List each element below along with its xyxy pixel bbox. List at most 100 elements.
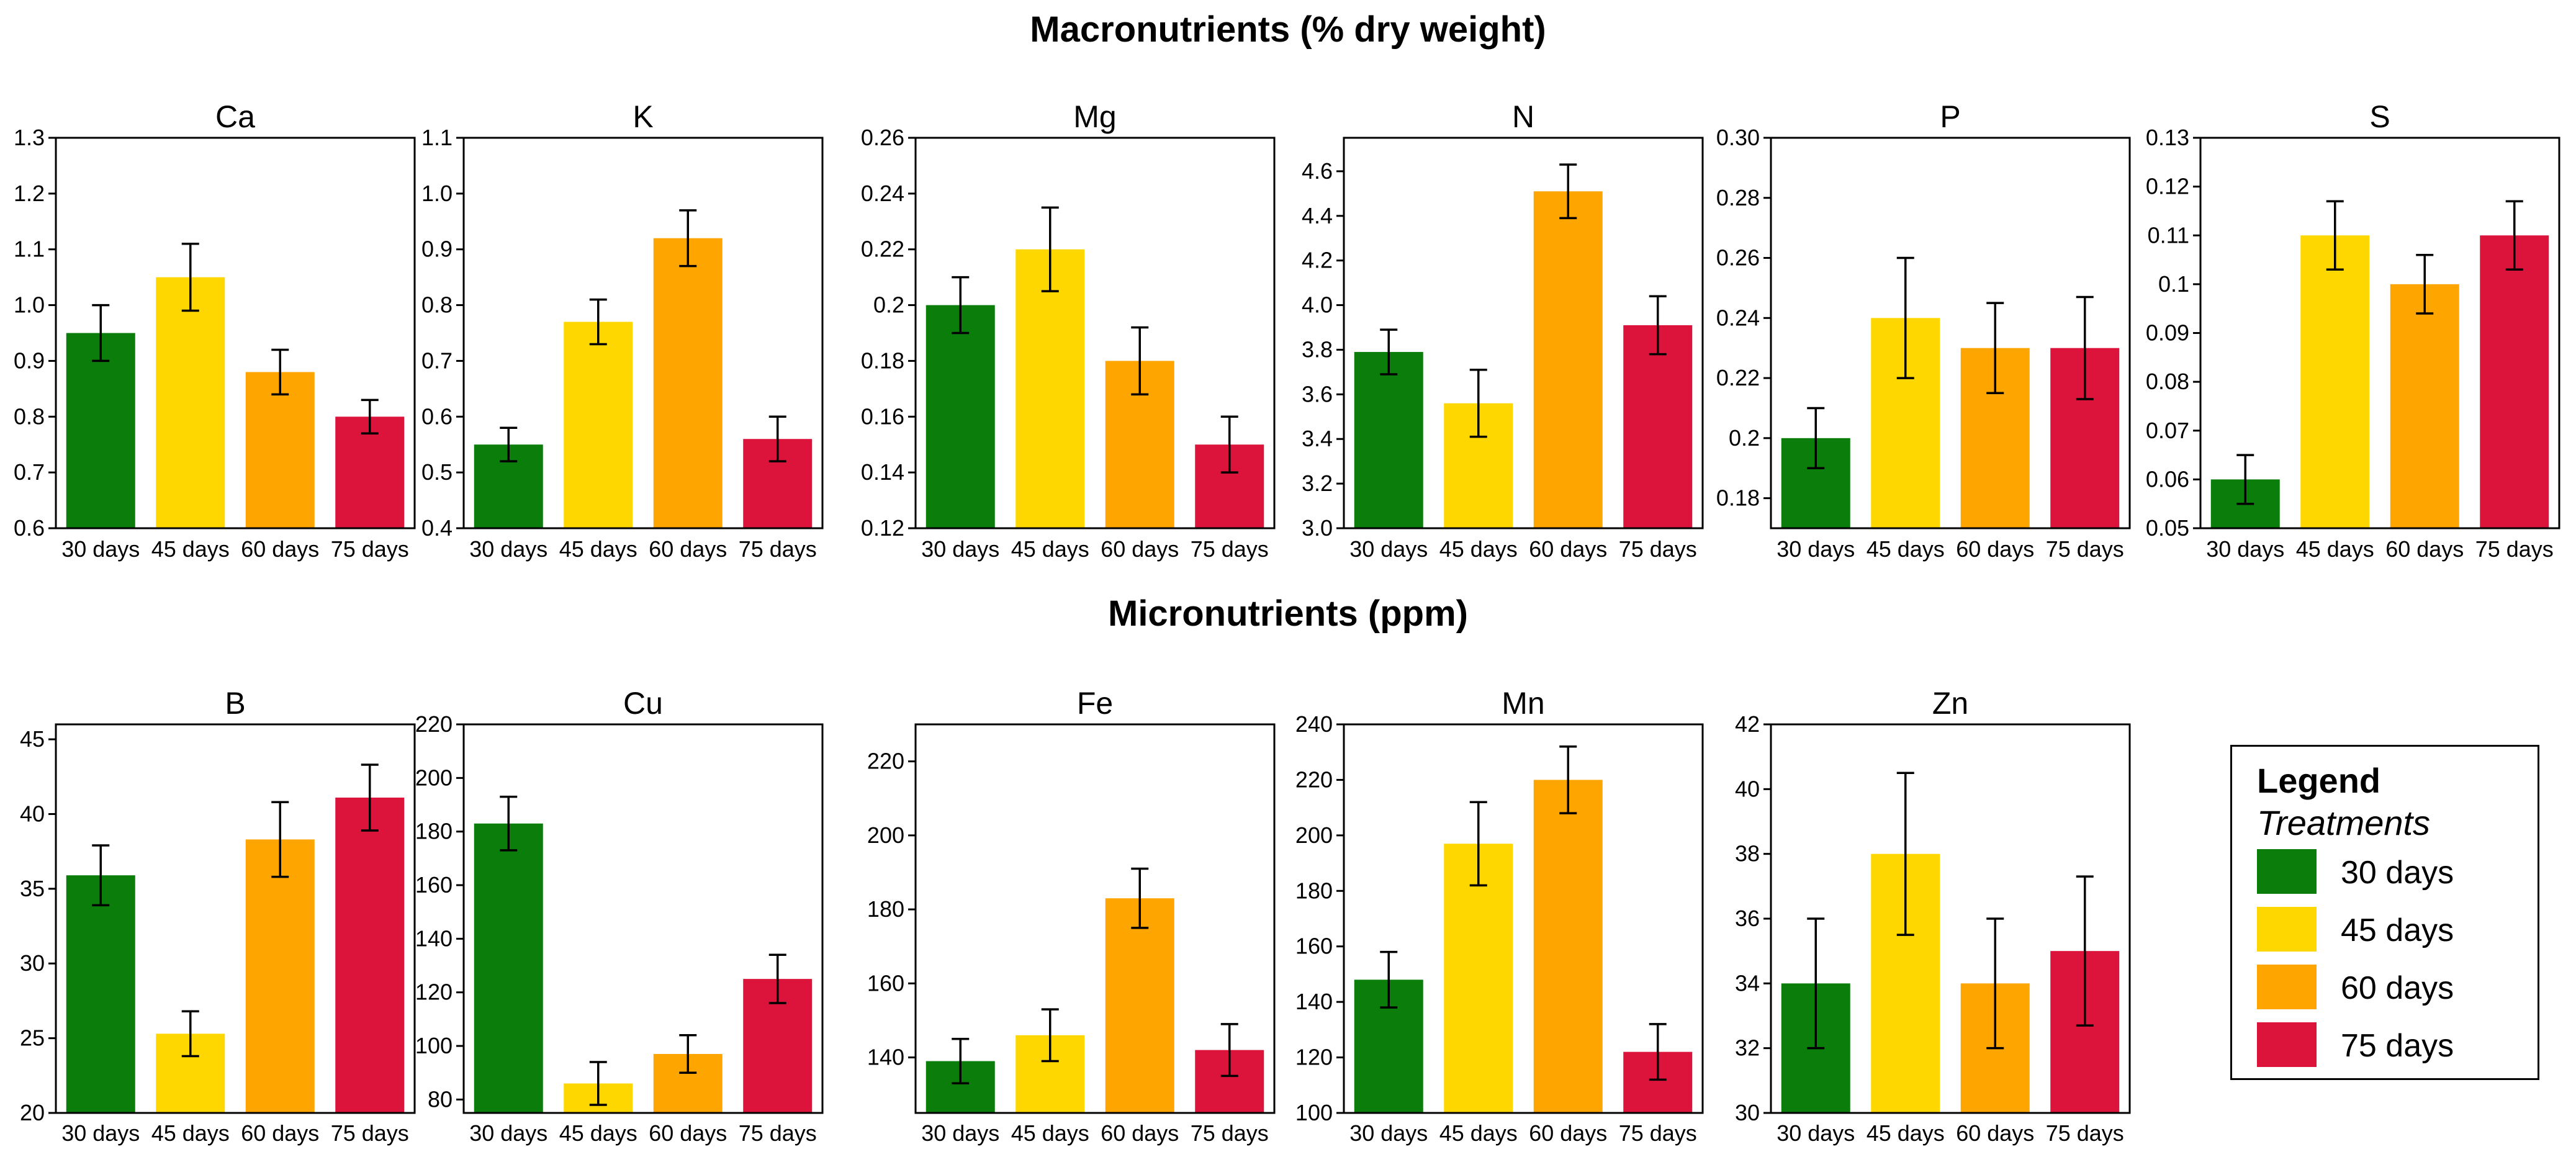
chart-cu-category-45-days: 45 days (559, 1120, 637, 1146)
chart-s-title: S (2369, 99, 2390, 134)
chart-k-bar-60-days (653, 238, 723, 528)
chart-n-bar-30-days (1354, 352, 1423, 528)
chart-p-tick-label: 0.30 (1716, 125, 1760, 150)
chart-mn-category-30-days: 30 days (1349, 1120, 1428, 1146)
chart-mn-tick-label: 220 (1295, 767, 1333, 792)
chart-p-frame (1770, 137, 2131, 529)
chart-mn-tick-label: 160 (1295, 934, 1333, 959)
legend-swatch-45-days (2257, 907, 2317, 952)
chart-k-category-60-days: 60 days (649, 536, 727, 562)
chart-k-category-75-days: 75 days (739, 536, 817, 562)
chart-s-tick-label: 0.13 (2146, 125, 2189, 150)
chart-cu-tick-label: 80 (428, 1086, 453, 1112)
chart-mn-title: Mn (1502, 686, 1544, 721)
chart-fe-category-45-days: 45 days (1011, 1120, 1089, 1146)
chart-ca-tick-label: 1.3 (14, 125, 45, 150)
chart-ca-frame (55, 137, 416, 529)
chart-s-tick-label: 0.05 (2146, 515, 2189, 541)
chart-n-tick-label: 3.0 (1302, 515, 1333, 541)
chart-s-tick-label: 0.06 (2146, 466, 2189, 492)
chart-ca-category-45-days: 45 days (151, 536, 230, 562)
chart-b-tick-label: 35 (20, 876, 45, 901)
chart-p: P 0.18 0.2 0.22 0.24 0.26 0.28 0.30 30 days 45 da… (1716, 99, 2131, 562)
chart-mn-bar-60-days (1533, 780, 1603, 1113)
chart-mg-tick-label: 0.18 (861, 348, 904, 373)
chart-mg-tick-label: 0.12 (861, 515, 904, 541)
chart-cu-category-30-days: 30 days (469, 1120, 547, 1146)
chart-fe-bar-60-days (1105, 898, 1174, 1113)
chart-mg-category-45-days: 45 days (1011, 536, 1089, 562)
chart-k-category-30-days: 30 days (469, 536, 547, 562)
chart-s-tick-label: 0.1 (2158, 271, 2189, 297)
chart-ca-tick-label: 1.0 (14, 292, 45, 318)
chart-mn-tick-label: 100 (1295, 1100, 1333, 1125)
chart-mn: Mn 100 120 140 160 180 200 220 240 30 days 45 days… (1295, 686, 1704, 1146)
chart-fe-tick-label: 180 (867, 896, 904, 922)
chart-p-title: P (1940, 99, 1960, 134)
chart-mn-category-60-days: 60 days (1529, 1120, 1607, 1146)
chart-ca-category-30-days: 30 days (61, 536, 140, 562)
chart-s-tick-label: 0.07 (2146, 418, 2189, 443)
legend-title: Legend (2257, 761, 2381, 800)
chart-mg-category-60-days: 60 days (1101, 536, 1179, 562)
chart-mg-tick-label: 0.26 (861, 125, 904, 150)
chart-zn: Zn 30 32 34 36 38 40 42 30 days 45 days 60 days 75 … (1735, 686, 2131, 1146)
chart-zn-tick-label: 36 (1735, 906, 1760, 931)
chart-mg-tick-label: 0.16 (861, 403, 904, 429)
chart-fe-category-60-days: 60 days (1101, 1120, 1179, 1146)
chart-k-tick-label: 0.6 (421, 403, 453, 429)
chart-n-tick-label: 4.0 (1302, 292, 1333, 318)
chart-zn-category-45-days: 45 days (1867, 1120, 1945, 1146)
chart-n-category-45-days: 45 days (1439, 536, 1518, 562)
chart-b-category-75-days: 75 days (331, 1120, 409, 1146)
chart-mn-tick-label: 200 (1295, 822, 1333, 848)
macronutrients-title: Macronutrients (% dry weight) (1030, 9, 1546, 50)
chart-zn-tick-label: 34 (1735, 970, 1760, 996)
chart-ca-tick-label: 1.2 (14, 181, 45, 206)
chart-s-bar-75-days (2480, 235, 2549, 528)
chart-p-tick-label: 0.22 (1716, 365, 1760, 390)
chart-mg-tick-label: 0.14 (861, 459, 904, 485)
legend-label-75-days: 75 days (2341, 1028, 2454, 1064)
chart-s-bar-60-days (2390, 284, 2459, 528)
chart-ca-tick-label: 0.8 (14, 403, 45, 429)
chart-n-frame (1343, 137, 1704, 529)
chart-n-bar-60-days (1533, 191, 1603, 529)
chart-ca-title: Ca (215, 99, 255, 134)
chart-fe-category-75-days: 75 days (1191, 1120, 1269, 1146)
chart-ca-tick-label: 0.9 (14, 348, 45, 373)
chart-b-bar-30-days (66, 875, 135, 1113)
chart-ca-bar-75-days (335, 416, 405, 528)
chart-cu-category-60-days: 60 days (649, 1120, 727, 1146)
chart-cu-tick-label: 200 (415, 765, 453, 790)
chart-zn-category-75-days: 75 days (2046, 1120, 2124, 1146)
chart-zn-category-60-days: 60 days (1956, 1120, 2034, 1146)
chart-n-bar-75-days (1623, 325, 1693, 528)
chart-mg-frame (914, 137, 1276, 529)
chart-cu-bar-30-days (474, 823, 543, 1113)
chart-p-category-75-days: 75 days (2046, 536, 2124, 562)
chart-b-frame (55, 723, 416, 1114)
chart-ca-category-60-days: 60 days (241, 536, 319, 562)
chart-zn-frame (1770, 723, 2131, 1114)
chart-k-title: K (633, 99, 653, 134)
legend-subtitle: Treatments (2257, 803, 2431, 842)
chart-ca-category-75-days: 75 days (331, 536, 409, 562)
chart-cu-title: Cu (623, 686, 663, 721)
chart-cu-tick-label: 140 (415, 925, 453, 951)
chart-zn-title: Zn (1932, 686, 1968, 721)
chart-s-bar-45-days (2300, 235, 2370, 528)
legend-label-45-days: 45 days (2341, 912, 2454, 948)
chart-mg-bar-30-days (925, 305, 995, 528)
chart-p-category-45-days: 45 days (1867, 536, 1945, 562)
chart-b-category-30-days: 30 days (61, 1120, 140, 1146)
chart-k: K 0.4 0.5 0.6 0.7 0.8 0.9 1.0 1.1 30 days 45 days 6… (421, 99, 824, 562)
chart-s-category-75-days: 75 days (2475, 536, 2554, 562)
chart-b-tick-label: 25 (20, 1025, 45, 1051)
chart-mg-title: Mg (1073, 99, 1116, 134)
chart-k-tick-label: 0.5 (421, 459, 453, 485)
chart-fe-title: Fe (1077, 686, 1113, 721)
chart-k-tick-label: 0.7 (421, 348, 453, 373)
chart-n-tick-label: 3.4 (1302, 426, 1333, 451)
